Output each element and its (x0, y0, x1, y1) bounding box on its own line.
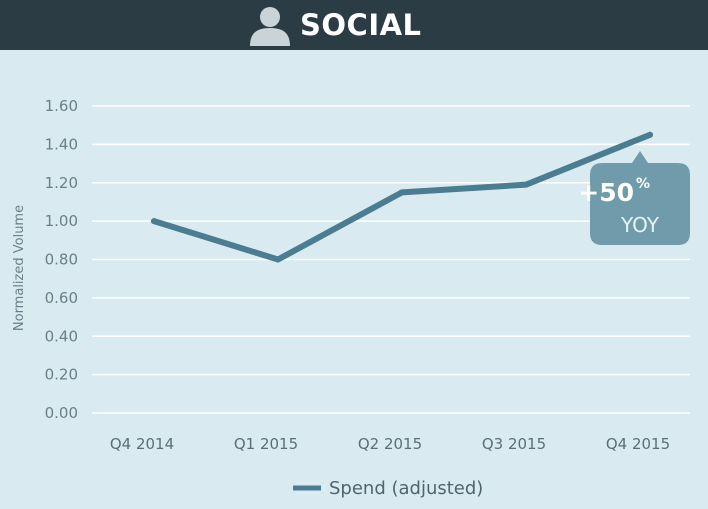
callout-percent: % (636, 176, 650, 192)
x-tick-label: Q3 2015 (482, 435, 546, 453)
gridlines (92, 105, 690, 414)
page-title: SOCIAL (300, 8, 422, 42)
x-axis-ticks: Q4 2014 Q1 2015 Q2 2015 Q3 2015 Q4 2015 (110, 435, 670, 453)
y-tick-label: 0.00 (45, 404, 78, 422)
series-line-spend (151, 131, 653, 263)
data-point (647, 131, 653, 138)
y-tick-label: 0.80 (45, 251, 78, 269)
data-point (523, 181, 529, 188)
data-point (399, 189, 405, 196)
x-tick-label: Q2 2015 (358, 435, 422, 453)
callout-value: +50 (578, 178, 634, 207)
data-point (275, 256, 281, 263)
y-tick-label: 0.20 (45, 366, 78, 384)
legend: Spend (adjusted) (293, 478, 483, 499)
y-axis-label: Normalized Volume (12, 205, 27, 331)
x-tick-label: Q4 2015 (606, 435, 670, 453)
legend-label: Spend (adjusted) (329, 478, 483, 499)
callout-label: YOY (620, 213, 660, 237)
data-points (151, 131, 653, 263)
x-tick-label: Q4 2014 (110, 435, 174, 453)
y-axis-ticks: 0.00 0.20 0.40 0.60 0.80 1.00 1.20 1.40 1.60 (45, 97, 78, 422)
header-bar: SOCIAL (0, 0, 708, 50)
line-chart: 0.00 0.20 0.40 0.60 0.80 1.00 1.20 1.40 1.60 Nor… (12, 97, 690, 499)
x-tick-label: Q1 2015 (234, 435, 298, 453)
y-tick-label: 1.00 (45, 212, 78, 230)
y-tick-label: 1.20 (45, 174, 78, 192)
y-tick-label: 0.40 (45, 327, 78, 345)
y-tick-label: 1.60 (45, 97, 78, 115)
y-tick-label: 0.60 (45, 289, 78, 307)
user-icon (250, 7, 290, 46)
callout-bubble (590, 151, 690, 245)
data-point (151, 218, 157, 225)
y-tick-label: 1.40 (45, 135, 78, 153)
yoy-callout: +50 % YOY (578, 151, 690, 245)
